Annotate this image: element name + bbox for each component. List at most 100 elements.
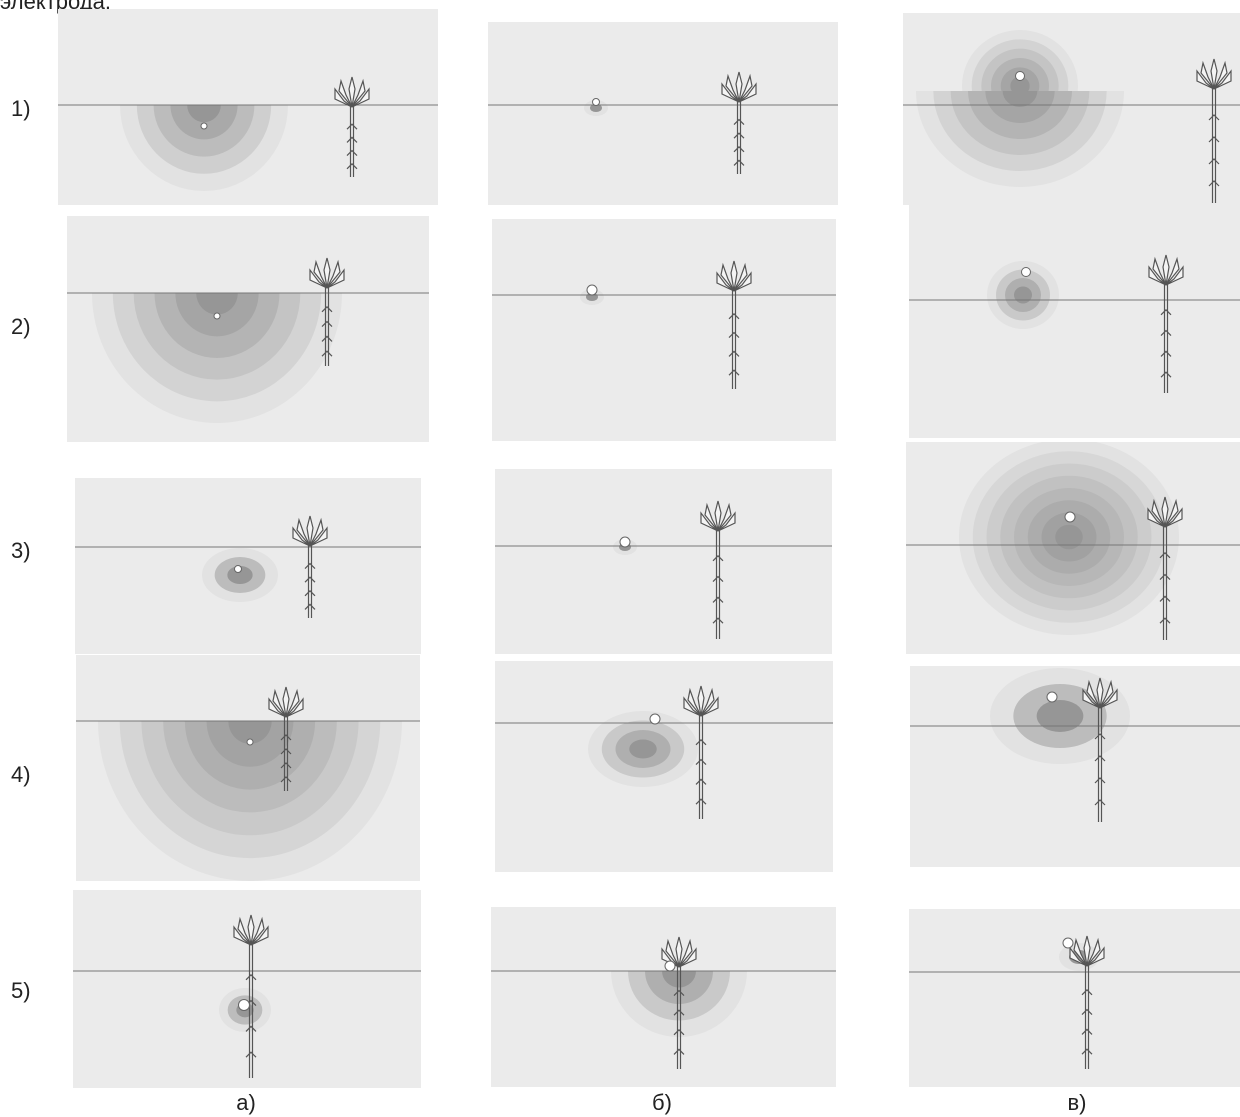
plant-leaf [351, 78, 366, 108]
plant-leaf [1164, 498, 1179, 528]
plant-leaf [1161, 496, 1169, 528]
potential-field [611, 971, 747, 1037]
stem-node [1081, 1008, 1093, 1016]
stem-node [712, 596, 724, 603]
plant-leaf [1196, 69, 1215, 90]
field-diagram [909, 909, 1240, 1087]
column-label-c: в) [1067, 1090, 1087, 1115]
electrode-marker [234, 565, 242, 573]
stem-node [1094, 777, 1106, 784]
stem-node [245, 1051, 257, 1058]
plant-leaf [1099, 688, 1118, 709]
plant-leaf [323, 257, 331, 289]
field-contour [1002, 91, 1038, 107]
field-diagram [910, 666, 1240, 867]
plant-leaf [687, 687, 702, 717]
stem-node [712, 554, 724, 562]
plant-leaf [1213, 69, 1232, 90]
plant-leaf [233, 925, 252, 946]
electrode-marker [1062, 937, 1074, 949]
stem-node [1081, 988, 1093, 996]
field-panel-5c [909, 909, 1240, 1087]
stem-node [1160, 350, 1172, 357]
field-diagram [75, 478, 421, 654]
stem-node [1208, 136, 1220, 143]
column-label-b: б) [652, 1090, 672, 1115]
stem-node [728, 350, 740, 357]
plant-stem [1082, 677, 1118, 822]
row-label-4: 4) [11, 762, 31, 787]
stem-node [304, 562, 316, 570]
plant-leaf [721, 82, 740, 103]
plant-leaf [338, 78, 353, 108]
plant-leaf [717, 511, 736, 532]
stem-node [695, 778, 707, 785]
stem-node [1208, 114, 1220, 121]
field-contour [187, 105, 221, 123]
stem-node [1094, 755, 1106, 762]
plant-leaf [1200, 60, 1215, 90]
stem-node [1081, 1028, 1093, 1035]
plant-leaf [1210, 58, 1218, 90]
potential-field [584, 100, 608, 116]
row-label-1: 1) [11, 96, 31, 121]
stem-node [673, 989, 685, 997]
stem-node [1160, 371, 1172, 378]
plant-stem [233, 914, 269, 1078]
field-panel-1b [488, 22, 838, 205]
stem-node [1160, 308, 1172, 316]
field-diagram [495, 469, 832, 654]
plant-leaf [738, 82, 757, 103]
stem-node [1208, 180, 1220, 187]
stem-node [1094, 733, 1106, 740]
stem-node [245, 973, 257, 981]
field-diagram [903, 13, 1240, 205]
plant-leaf [334, 87, 353, 108]
field-diagram [909, 205, 1240, 438]
plant-leaf [1164, 507, 1183, 528]
field-panel-4a [76, 655, 420, 881]
field-panel-5a [73, 890, 421, 1088]
stem-node [1208, 158, 1220, 165]
stem-node [280, 748, 292, 755]
field-contour [590, 104, 602, 112]
stem-node [1159, 551, 1171, 559]
plant-leaf [733, 271, 752, 292]
stem-node [304, 576, 316, 583]
plant-leaf [1165, 265, 1184, 286]
field-panel-2c [909, 205, 1240, 438]
field-diagram [76, 655, 420, 881]
plant-leaf [1086, 946, 1105, 967]
stem-node [304, 589, 316, 597]
stem-node [728, 331, 740, 339]
plant-leaf [678, 947, 697, 968]
stem-node [280, 776, 292, 783]
row-label-5: 5) [11, 978, 31, 1003]
stem-node [346, 123, 358, 130]
electrode-marker [246, 738, 254, 746]
plant-leaf [733, 262, 748, 292]
stem-node [712, 575, 724, 583]
plant-stem [268, 686, 304, 791]
field-panel-2a [67, 216, 429, 442]
plant-leaf [285, 697, 304, 718]
plant-stem [1148, 254, 1184, 393]
plant-leaf [683, 696, 702, 717]
electrode-marker [1015, 71, 1025, 81]
potential-field [120, 105, 288, 191]
stem-node [321, 350, 333, 357]
plant-leaf [675, 936, 683, 968]
field-diagram [58, 9, 438, 205]
plant-leaf [250, 925, 269, 946]
stem-node [321, 320, 333, 328]
plant-leaf [326, 268, 345, 289]
field-contour [1014, 286, 1032, 304]
plant-stem [334, 76, 370, 177]
plant-stem [292, 515, 328, 618]
plant-leaf [268, 697, 287, 718]
stem-node [1081, 1048, 1093, 1055]
stem-node [728, 369, 740, 376]
plant-leaf [697, 685, 705, 717]
stem-node [712, 617, 724, 624]
electrode-marker [664, 960, 676, 972]
